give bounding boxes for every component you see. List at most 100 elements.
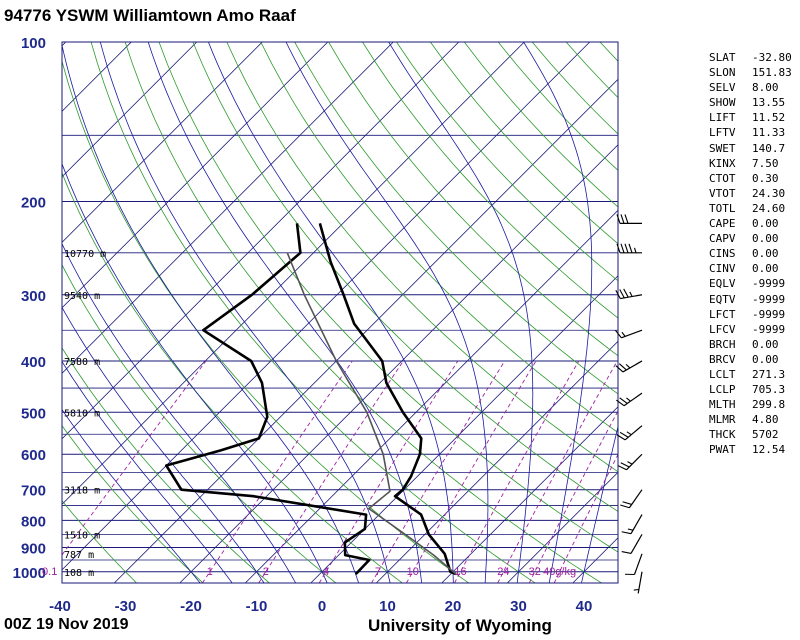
index-row: CINS 0.00	[709, 246, 792, 261]
wind-barb	[614, 329, 643, 339]
index-row: EQTV -9999	[709, 292, 792, 307]
mixing-ratio-line	[318, 360, 459, 583]
pressure-tick-label: 700	[21, 483, 46, 500]
index-key: LFCT	[709, 307, 736, 321]
height-label: 787 m	[64, 550, 94, 561]
dry-adiabat	[62, 59, 469, 583]
wind-barb-staff	[633, 553, 643, 575]
wind-barb-feather	[624, 243, 629, 253]
pressure-tick-label: 1000	[13, 565, 46, 582]
index-value: -9999	[752, 322, 786, 336]
wind-barb-feather	[619, 431, 629, 438]
index-key: PWAT	[709, 443, 736, 457]
wind-barb-feather	[628, 243, 633, 253]
isotherm-line	[62, 42, 67, 47]
index-row: BRCH 0.00	[709, 337, 792, 352]
temperature-tick-label: -30	[115, 598, 137, 615]
index-key: LCLT	[709, 367, 736, 381]
temperature-trace	[318, 223, 457, 576]
pressure-tick-label: 400	[21, 354, 46, 371]
pressure-tick-label: 900	[21, 541, 46, 558]
wind-barb-staff	[637, 571, 643, 594]
mixing-ratio-label: 16	[454, 566, 466, 578]
index-value: 5702	[752, 428, 779, 442]
index-row: SLON 151.83	[709, 65, 792, 80]
index-value: 0.00	[752, 217, 779, 231]
wind-barb-feather	[621, 550, 632, 554]
index-value: 0.00	[752, 352, 779, 366]
dry-adiabat	[260, 42, 618, 434]
index-row: LFTV 11.33	[709, 125, 792, 140]
height-label: 9540 m	[64, 291, 100, 302]
wind-barb-feather	[624, 214, 629, 224]
wind-barb-feather	[618, 363, 627, 371]
dry-adiabat	[62, 425, 204, 583]
index-value: 0.00	[752, 262, 779, 276]
isotherm-line	[62, 42, 394, 374]
mixing-ratio-line	[528, 410, 618, 583]
temperature-tick-label: 10	[379, 598, 396, 615]
index-key: EQTV	[709, 292, 736, 306]
wind-barb-staff	[621, 329, 643, 339]
index-row: SHOW 13.55	[709, 95, 792, 110]
dry-adiabat	[158, 42, 618, 553]
wind-barb-feather	[621, 531, 632, 535]
wind-barb-staff	[630, 514, 643, 534]
index-key: BRCH	[709, 337, 736, 351]
mixing-ratio-line	[62, 360, 207, 556]
index-row: MLMR 4.80	[709, 412, 792, 427]
moist-adiabat	[285, 42, 489, 583]
height-label: 3118 m	[64, 486, 100, 497]
observation-time: 00Z 19 Nov 2019	[4, 616, 129, 633]
dry-adiabat	[62, 171, 403, 583]
wind-barb-feather	[616, 434, 626, 441]
index-row: SELV 8.00	[709, 80, 792, 95]
index-value: 12.54	[752, 443, 786, 457]
index-key: EQLV	[709, 277, 736, 291]
index-key: THCK	[709, 428, 736, 442]
height-label: 108 m	[64, 568, 94, 579]
wind-barb	[616, 392, 643, 407]
isotherm-line	[113, 78, 618, 583]
index-key: CTOT	[709, 171, 736, 185]
index-value: 299.8	[752, 398, 786, 412]
dry-adiabat	[328, 42, 618, 357]
pressure-tick-label: 600	[21, 447, 46, 464]
mixing-ratio-label: 2	[263, 566, 269, 578]
pressure-tick-label: 200	[21, 194, 46, 211]
moist-adiabat	[581, 424, 618, 583]
index-row: LCLP 705.3	[709, 382, 792, 397]
moist-adiabat	[147, 42, 422, 583]
moist-adiabat	[62, 408, 201, 583]
stability-indices: SLAT -32.80 SLON 151.83 SELV 8.00 SHOW 13.55 LIF…	[709, 50, 792, 458]
index-value: 0.00	[752, 232, 779, 246]
wind-barb-feather	[619, 289, 625, 299]
parcel-trace	[286, 252, 457, 575]
wind-barb-feather	[620, 243, 625, 253]
index-value: -9999	[752, 307, 786, 321]
index-key: SHOW	[709, 96, 736, 110]
index-key: LFTV	[709, 126, 736, 140]
index-key: BRCV	[709, 352, 736, 366]
wind-barb-half-feather	[629, 291, 633, 297]
isotherm-line	[441, 406, 618, 583]
wind-barb-half-feather	[627, 528, 634, 531]
index-value: 140.7	[752, 141, 786, 155]
mixing-ratio-label: 7	[375, 566, 381, 578]
index-row: SLAT -32.80	[709, 50, 792, 65]
index-key: CAPE	[709, 217, 736, 231]
index-key: SELV	[709, 81, 736, 95]
index-row: KINX 7.50	[709, 156, 792, 171]
wind-barb-half-feather	[633, 247, 637, 253]
index-key: SLAT	[709, 51, 736, 64]
index-row: CINV 0.00	[709, 261, 792, 276]
temperature-tick-label: -40	[49, 598, 71, 615]
dry-adiabat	[62, 264, 337, 583]
index-key: CINS	[709, 247, 736, 261]
height-label: 1510 m	[64, 530, 100, 541]
mixing-ratio-label: 40g/kg	[543, 566, 576, 578]
mixing-ratio-label: 0.1	[42, 566, 57, 578]
index-row: EQLV -9999	[709, 276, 792, 291]
mixing-ratio-line	[553, 453, 618, 583]
